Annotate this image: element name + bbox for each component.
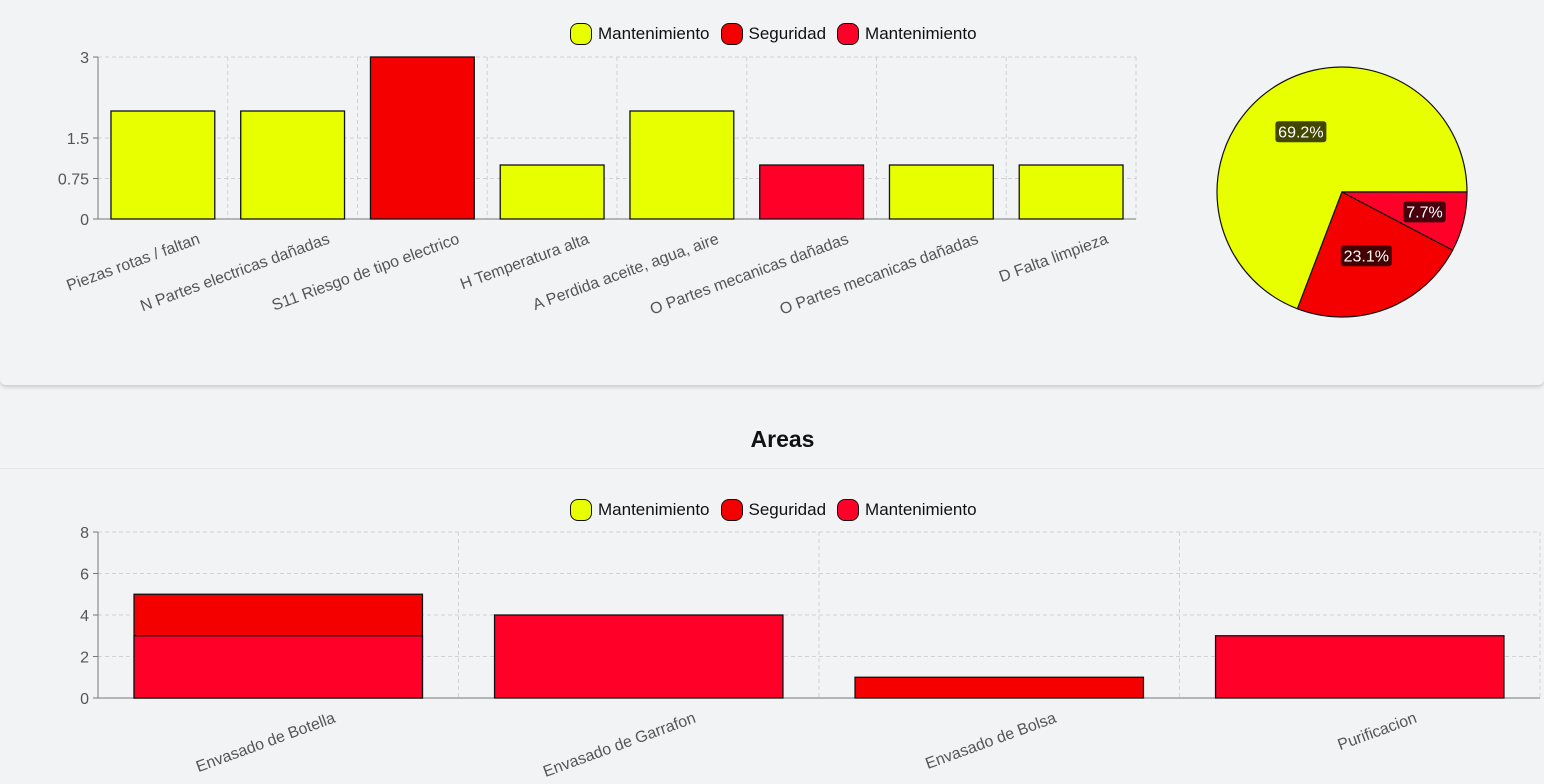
legend-swatch <box>570 499 592 521</box>
chart-legend: Mantenimiento Seguridad Mantenimiento <box>570 23 988 45</box>
bar <box>133 635 424 699</box>
pie-label-text: 7.7% <box>1406 204 1442 221</box>
bar <box>499 164 605 220</box>
x-tick-label: D Falta limpieza <box>997 231 1111 286</box>
legend-item[interactable]: Seguridad <box>720 23 827 45</box>
bar <box>1018 164 1124 220</box>
chart-legend: Mantenimiento Seguridad Mantenimiento <box>570 499 988 521</box>
pie-label-text: 69.2% <box>1278 124 1323 141</box>
bar <box>759 164 865 220</box>
y-tick-label: 4 <box>80 608 89 625</box>
legend-item[interactable]: Mantenimiento <box>570 23 710 45</box>
legend-swatch <box>837 499 860 521</box>
pie-label-text: 23.1% <box>1344 248 1389 265</box>
x-tick-label: Envasado de Garrafon <box>541 710 698 781</box>
pie-label: 7.7% <box>1403 201 1446 223</box>
areas-card: Areas Mantenimiento Seguridad Mantenimient… <box>0 396 1544 784</box>
legend-label: Mantenimiento <box>598 24 710 43</box>
legend-swatch <box>720 499 743 521</box>
legend-label: Mantenimiento <box>865 24 977 43</box>
bar <box>240 110 346 220</box>
bar <box>629 110 735 220</box>
pie-label: 23.1% <box>1340 245 1392 267</box>
bar <box>369 56 475 220</box>
title-divider <box>0 468 1544 469</box>
categories-card: Mantenimiento Seguridad Mantenimiento 0 0.7… <box>0 0 1544 385</box>
pie-label: 69.2% <box>1275 121 1327 143</box>
legend-label: Seguridad <box>748 24 827 43</box>
areas-bar-chart: 0 2 4 6 8 Envasado de Botella Envasado de Garr… <box>80 525 1541 781</box>
legend-label: Mantenimiento <box>865 500 977 519</box>
categories-pie-chart: 69.2% 23.1% 7.7% <box>1216 66 1468 318</box>
legend-swatch <box>837 23 860 45</box>
legend-swatch <box>570 23 592 45</box>
legend-swatch <box>720 23 743 45</box>
pie-label-bg <box>1275 121 1327 143</box>
y-tick-label: 0.75 <box>58 172 89 189</box>
bar <box>1214 635 1505 699</box>
y-tick-label: 6 <box>80 567 89 584</box>
section-title: Areas <box>750 426 815 452</box>
pie-label-bg <box>1403 201 1446 223</box>
bar <box>110 110 216 220</box>
legend-label: Mantenimiento <box>598 500 710 519</box>
y-tick-label: 0 <box>80 691 89 708</box>
bar <box>854 676 1145 699</box>
legend-item[interactable]: Seguridad <box>720 499 827 521</box>
y-tick-label: 3 <box>80 50 89 67</box>
pie-label-bg <box>1340 245 1392 267</box>
legend-item[interactable]: Mantenimiento <box>837 499 977 521</box>
legend-label: Seguridad <box>748 500 827 519</box>
legend-item[interactable]: Mantenimiento <box>570 499 710 521</box>
x-tick-label: Envasado de Botella <box>194 710 338 776</box>
y-tick-label: 2 <box>80 650 89 667</box>
x-tick-label: Purificacion <box>1336 710 1420 754</box>
bar <box>888 164 994 220</box>
y-tick-label: 1.5 <box>67 131 89 148</box>
bar <box>493 614 784 699</box>
x-tick-label: Envasado de Bolsa <box>923 710 1058 773</box>
y-tick-label: 0 <box>80 212 89 229</box>
y-tick-label: 8 <box>80 525 89 542</box>
legend-item[interactable]: Mantenimiento <box>837 23 977 45</box>
